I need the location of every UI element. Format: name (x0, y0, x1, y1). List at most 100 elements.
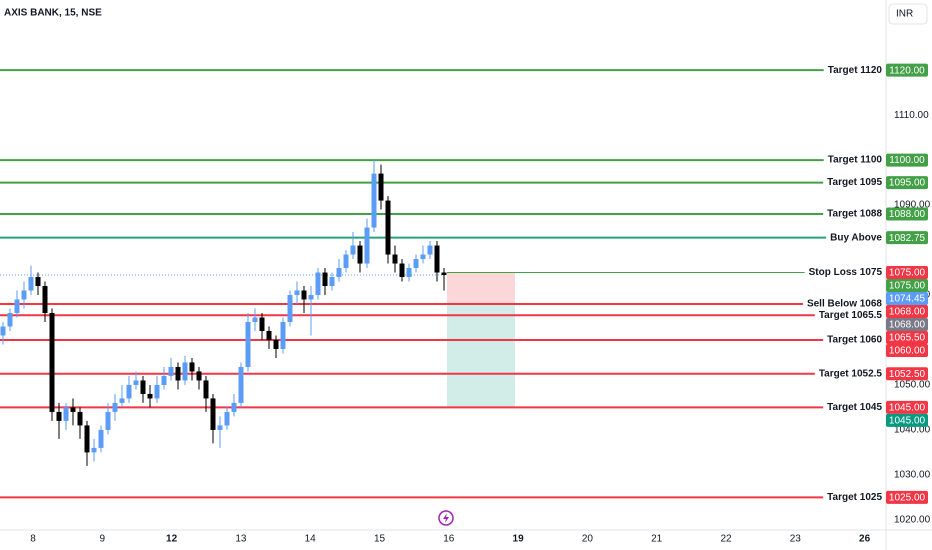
position-reward (447, 304, 515, 408)
candle-body (70, 407, 76, 412)
price-tag (886, 153, 928, 167)
candle-body (329, 277, 335, 287)
candle-body (364, 227, 370, 264)
x-tick-label: 12 (166, 534, 178, 545)
price-tag-label: 1045.00 (889, 416, 926, 427)
candle-body (238, 366, 244, 403)
candle-body (126, 384, 132, 399)
candle-body (77, 411, 83, 426)
candle-body (210, 398, 216, 430)
candle-body (231, 402, 237, 412)
candle-body (427, 245, 433, 255)
level-label: Target 1065.5 (819, 310, 883, 321)
candle-body (119, 398, 125, 403)
alert-circle[interactable] (438, 510, 454, 526)
candle-body (84, 425, 90, 453)
candle-body (280, 321, 286, 349)
price-tag (886, 292, 928, 306)
candle-body (378, 173, 384, 201)
price-tag (886, 63, 928, 77)
candle-body (336, 268, 342, 278)
currency-label[interactable]: INR (896, 9, 913, 20)
price-tag (886, 207, 928, 221)
price-tag-label: 1088.00 (889, 209, 926, 220)
y-tick-label: 1040.00 (894, 425, 931, 436)
x-tick-label: 26 (859, 534, 871, 545)
y-tick-label: 1030.00 (894, 470, 931, 481)
x-tick-label: 23 (790, 534, 802, 545)
price-tag-label: 1065.50 (889, 333, 926, 344)
price-tag (886, 344, 928, 358)
candle-body (98, 429, 104, 448)
x-tick-label: 9 (100, 534, 106, 545)
position-risk (447, 272, 515, 304)
candle-body (294, 290, 300, 296)
price-tag (886, 231, 928, 245)
y-tick-label: 1020.00 (894, 514, 931, 525)
price-tag-label: 1052.50 (889, 369, 926, 380)
chart-title: AXIS BANK, 15, NSE (4, 8, 102, 19)
price-tag-label: 1082.75 (889, 233, 926, 244)
y-tick-label: 1110.00 (894, 110, 929, 121)
candle-body (161, 375, 167, 385)
candle-body (105, 411, 111, 430)
candle-body (357, 245, 363, 264)
alert-bolt[interactable] (443, 513, 449, 523)
candle-body (175, 366, 181, 381)
candle-body (392, 254, 398, 264)
price-tag (886, 367, 928, 381)
candle-body (56, 411, 62, 421)
candle-body (441, 272, 447, 275)
candle-body (413, 259, 419, 269)
price-tag-label: 1060.00 (889, 346, 926, 357)
candle-body (7, 312, 13, 327)
candle-body (301, 290, 307, 300)
price-tag (886, 279, 928, 293)
price-tag-label: 1025.00 (889, 493, 926, 504)
candle-body (273, 339, 279, 349)
candle-body (133, 380, 139, 385)
candle-body (385, 200, 391, 255)
candle-body (203, 380, 209, 399)
candle-body (63, 407, 69, 421)
candle-body (315, 272, 321, 296)
price-tag-label: 1075.00 (889, 281, 926, 292)
candle-body (35, 277, 41, 287)
candle-body (252, 317, 258, 322)
candle-body (350, 245, 356, 255)
price-tag (886, 400, 928, 414)
candle-body (147, 393, 153, 399)
candle-body (245, 321, 251, 367)
candle-body (196, 371, 202, 381)
candle-body (322, 272, 328, 287)
level-label: Target 1095 (827, 177, 882, 188)
candle-body (434, 245, 440, 273)
level-label: Target 1120 (828, 65, 883, 76)
candle-body (189, 362, 195, 372)
level-label: Target 1100 (828, 155, 883, 166)
alert-icon[interactable] (438, 510, 454, 526)
price-tag-label: 1100.00 (889, 155, 925, 166)
price-tag-label: 1075.00 (889, 268, 926, 279)
candle-body (91, 447, 97, 453)
price-tag-label: 1074.45 (889, 294, 926, 305)
level-label: Target 1052.5 (819, 368, 883, 379)
x-tick-label: 13 (235, 534, 247, 545)
level-label: Sell Below 1068 (807, 299, 882, 310)
candle-body (28, 277, 34, 291)
candle-body (343, 254, 349, 269)
price-tag (886, 305, 928, 319)
price-tag (886, 490, 928, 504)
candle-body (140, 380, 146, 394)
x-tick-label: 14 (305, 534, 317, 545)
candle-body (112, 402, 118, 412)
level-label: Buy Above (830, 232, 882, 243)
candle-body (371, 173, 377, 228)
level-label: Target 1045 (827, 402, 882, 413)
candle-body (266, 330, 272, 340)
currency-button[interactable] (888, 3, 928, 25)
candle-body (0, 326, 6, 336)
candle-body (287, 295, 293, 322)
price-tag-label: 1068.00 (889, 307, 926, 318)
